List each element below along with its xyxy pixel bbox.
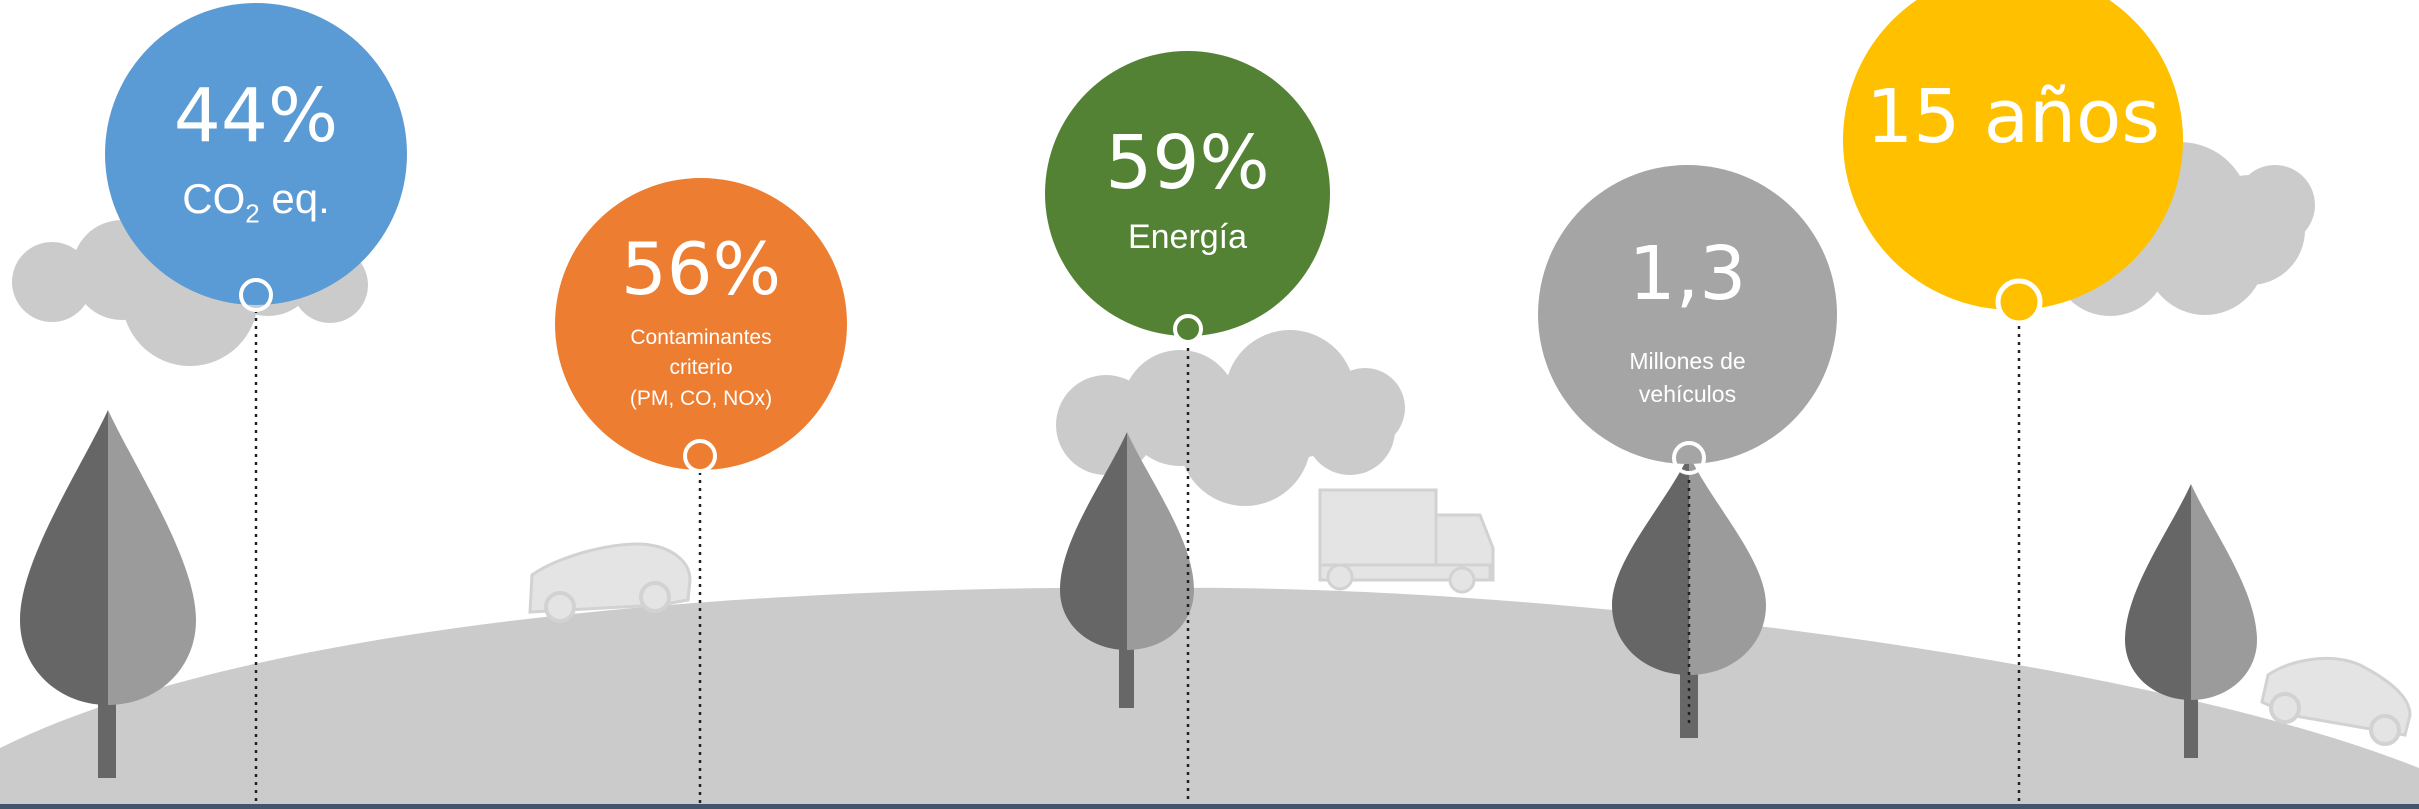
- stat-bubble-pollutants: 56% Contaminantes criterio (PM, CO, NOx): [555, 178, 847, 470]
- stat-bubble-years: 15 años: [1843, 0, 2183, 310]
- pin-lines: [254, 310, 2021, 805]
- stat-label: Millones de vehículos: [1629, 348, 1746, 408]
- car-icon: [528, 542, 692, 623]
- ground-hill: [0, 587, 2419, 809]
- tree-icon: [2125, 484, 2257, 758]
- truck-icon: [1318, 488, 1495, 594]
- stat-value: 56%: [620, 227, 782, 311]
- car-icon: [2260, 656, 2412, 746]
- stat-value: 59%: [1105, 120, 1270, 206]
- bottom-bar: [0, 804, 2419, 809]
- stat-value: 44%: [173, 73, 339, 159]
- stat-label: Contaminantes criterio (PM, CO, NOx): [629, 326, 773, 410]
- tree-icon: [20, 410, 196, 778]
- stat-label: Energía: [1127, 218, 1248, 256]
- tree-icon: [1612, 455, 1766, 738]
- tree-icon: [1060, 432, 1194, 708]
- stat-bubble-co2: 44% CO2 eq.: [105, 3, 407, 305]
- stat-bubble-energy: 59% Energía: [1045, 51, 1330, 336]
- stat-label: CO2 eq.: [182, 175, 330, 229]
- stat-value: 1,3: [1628, 231, 1747, 317]
- stat-value: 15 años: [1866, 74, 2160, 160]
- cloud-icon: [1056, 330, 1405, 506]
- stat-bubble-vehicles: 1,3 Millones de vehículos: [1538, 165, 1837, 464]
